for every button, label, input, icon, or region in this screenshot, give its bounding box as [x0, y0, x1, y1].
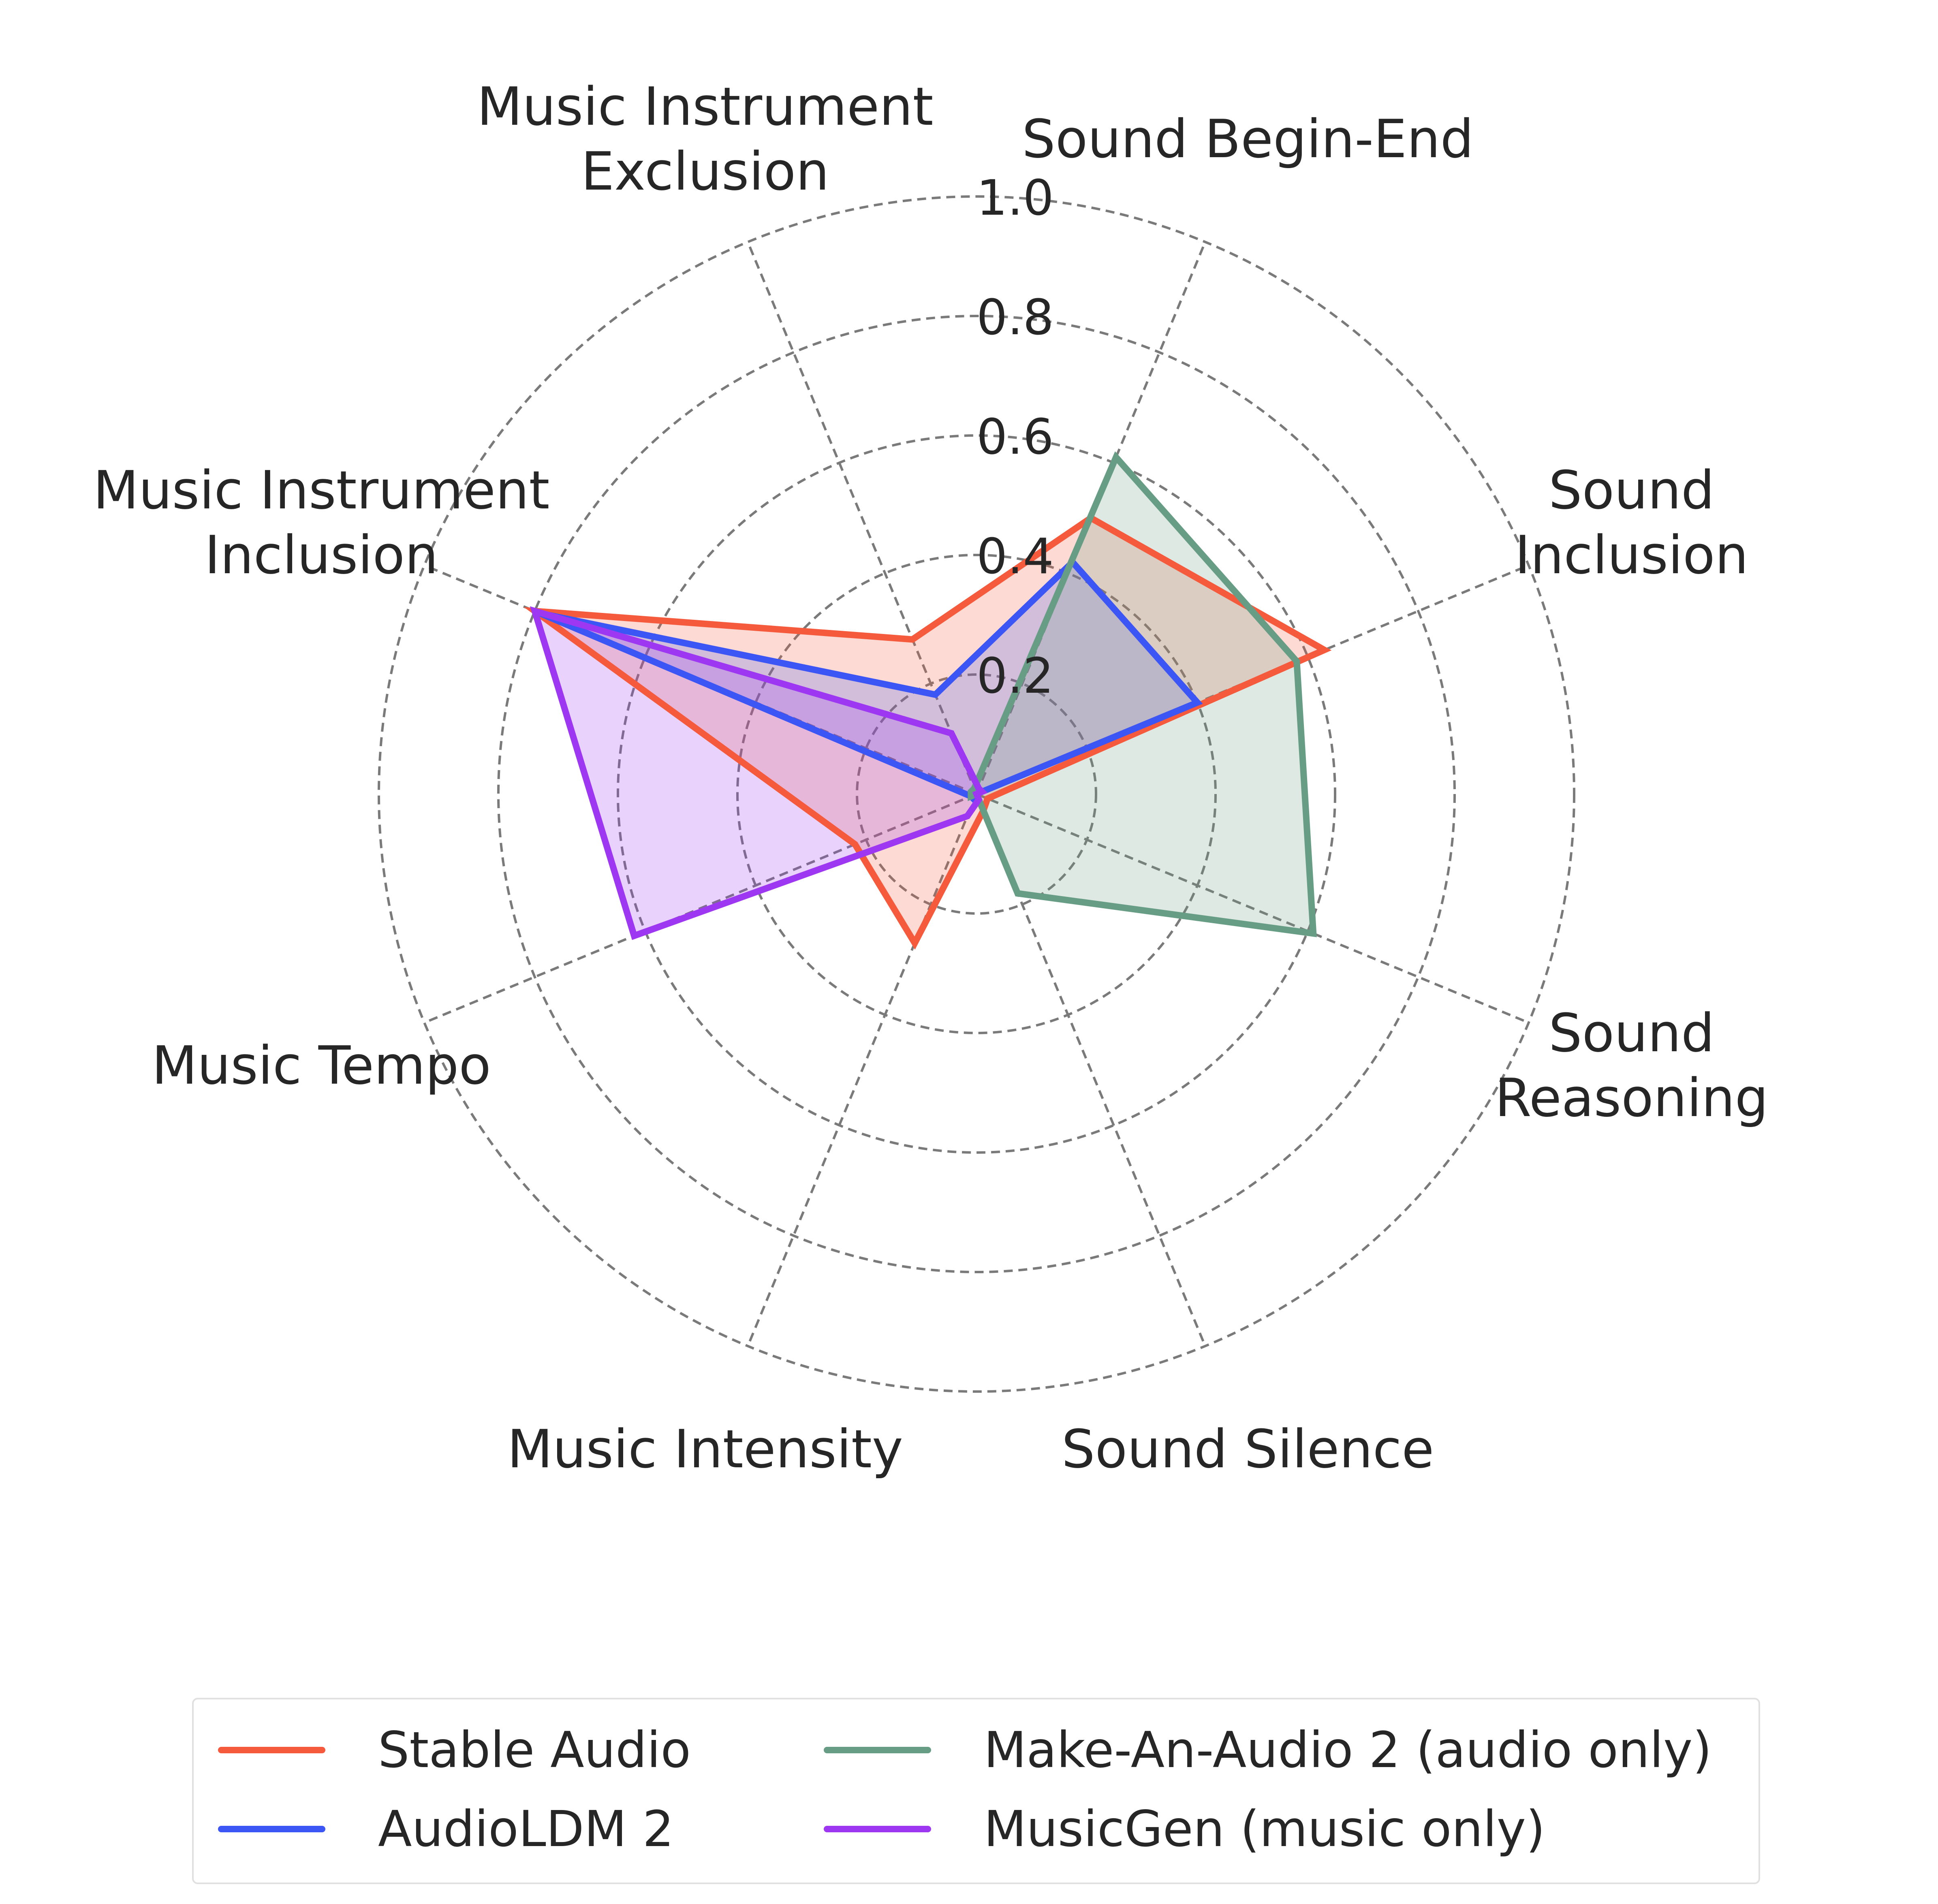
legend-swatch-audioldm-2 — [218, 1826, 325, 1832]
grid-spoke-sound-silence — [975, 793, 1207, 1347]
legend-label-make-an-audio-2: Make-An-Audio 2 (audio only) — [984, 1721, 1712, 1779]
grid-ring-0-2 — [856, 673, 1097, 915]
legend: Stable Audio AudioLDM 2 Make-An-Audio 2 … — [192, 1698, 1760, 1884]
rtick-label-1-0: 1.0 — [976, 170, 1054, 226]
rtick-label-0-4: 0.4 — [976, 529, 1054, 585]
grid-spoke-sound-reasoning — [976, 793, 1529, 1024]
legend-swatch-stable-audio — [218, 1747, 325, 1753]
grid-ring-1-0 — [378, 195, 1575, 1393]
legend-swatch-make-an-audio-2 — [824, 1747, 931, 1753]
grid-spoke-music-intensity — [746, 793, 978, 1347]
legend-label-stable-audio: Stable Audio — [378, 1721, 691, 1779]
grid-spoke-music-tempo — [424, 793, 977, 1024]
legend-label-musicgen: MusicGen (music only) — [984, 1800, 1545, 1858]
grid-ring-0-4 — [736, 554, 1217, 1034]
axis-label-sound-begin-end: Sound Begin-End — [1022, 108, 1474, 170]
axis-label-music-intensity: Music Intensity — [507, 1418, 903, 1480]
series-fill-audioldm-2 — [540, 562, 1198, 800]
grid-ring-0-6 — [617, 434, 1336, 1154]
legend-item-musicgen: MusicGen (music only) — [824, 1799, 1545, 1859]
grid-ring-0-8 — [497, 315, 1456, 1273]
grid-spoke-music-instrument-exclusion — [746, 241, 978, 795]
series-line-stable-audio — [523, 514, 1332, 950]
axis-label-sound-inclusion: Sound Inclusion — [1515, 459, 1749, 586]
axis-label-sound-silence: Sound Silence — [1062, 1418, 1434, 1480]
radial-tick-labels: 0.2 0.4 0.6 0.8 1.0 — [976, 170, 1054, 704]
rtick-label-0-8: 0.8 — [976, 290, 1054, 346]
rtick-label-0-6: 0.6 — [976, 409, 1054, 465]
legend-item-make-an-audio-2: Make-An-Audio 2 (audio only) — [824, 1720, 1712, 1780]
legend-swatch-musicgen — [824, 1826, 931, 1832]
series-line-audioldm-2 — [539, 557, 1203, 803]
axis-label-music-instrument-exclusion: Music Instrument Exclusion — [477, 76, 934, 203]
series-fill-make-an-audio-2-audio-only — [971, 457, 1314, 934]
axis-label-sound-reasoning: Sound Reasoning — [1495, 1002, 1769, 1129]
axis-label-music-tempo: Music Tempo — [152, 1034, 491, 1096]
series-line-musicgen-music-only — [530, 606, 988, 940]
legend-label-audioldm-2: AudioLDM 2 — [378, 1800, 674, 1858]
legend-item-stable-audio: Stable Audio — [218, 1720, 691, 1780]
series-layer — [523, 451, 1332, 950]
rtick-label-0-2: 0.2 — [976, 648, 1054, 704]
legend-item-audioldm-2: AudioLDM 2 — [218, 1799, 674, 1859]
axis-label-music-instrument-inclusion: Music Instrument Inclusion — [93, 459, 550, 586]
